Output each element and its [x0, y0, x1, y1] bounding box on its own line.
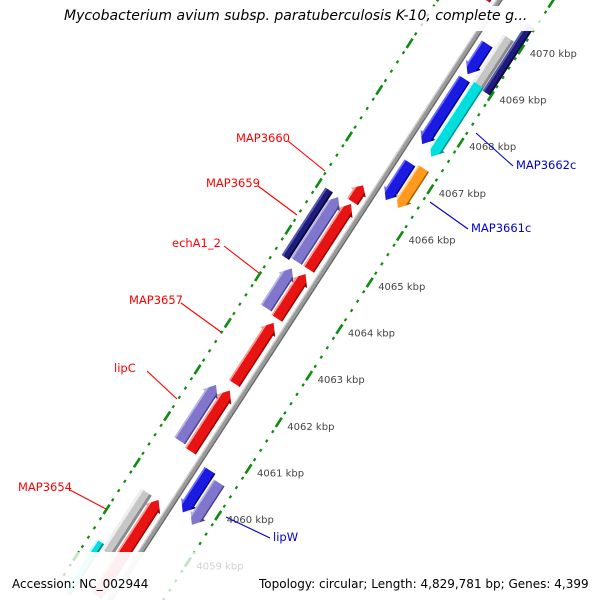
gene-label-MAP3660[interactable]: MAP3660	[236, 131, 326, 172]
label-leader-line	[146, 370, 178, 400]
gene-label-MAP3662c[interactable]: MAP3662c	[475, 132, 576, 172]
gene-MAP3662c[interactable]	[424, 77, 488, 161]
label-leader-line	[287, 140, 326, 172]
gene-label-text[interactable]: MAP3660	[236, 131, 290, 145]
gene-label-MAP3661c[interactable]: MAP3661c	[429, 201, 531, 235]
kbp-label: 4069 kbp	[499, 96, 546, 107]
gene-MAP3662c-cds[interactable]	[415, 74, 472, 149]
gene-label-MAP3659[interactable]: MAP3659	[206, 176, 298, 216]
gene-label-text[interactable]: lipW	[273, 530, 298, 544]
kbp-label: 4063 kbp	[318, 375, 365, 386]
status-band-overlay	[0, 552, 600, 600]
gene-echA1_2[interactable]	[259, 263, 300, 312]
gene-lipW[interactable]	[184, 478, 226, 530]
kbp-label: 4070 kbp	[530, 49, 577, 60]
label-leader-line	[180, 302, 222, 333]
gene-top-navy[interactable]	[482, 23, 534, 96]
ruler-dots	[56, 0, 556, 600]
gene-MAP3654[interactable]	[101, 488, 152, 557]
gene-label-text[interactable]: echA1_2	[172, 236, 221, 250]
gene-label-lipC[interactable]: lipC	[114, 361, 178, 400]
gene-label-echA1_2[interactable]: echA1_2	[172, 236, 260, 274]
topology-text: Topology: circular; Length: 4,829,781 bp…	[259, 577, 589, 591]
kbp-label: 4066 kbp	[409, 235, 456, 246]
kbp-label: 4065 kbp	[378, 282, 425, 293]
label-leader-line	[225, 516, 271, 539]
gene-echA1_2-cds[interactable]	[269, 269, 313, 323]
gene-label-text[interactable]: MAP3661c	[471, 221, 531, 235]
label-leader-line	[429, 201, 469, 230]
gene-label-text[interactable]: MAP3657	[129, 293, 183, 307]
kbp-label: 4061 kbp	[257, 468, 304, 479]
gene-MAP3660[interactable]	[345, 181, 371, 207]
gene-lipC[interactable]	[172, 380, 223, 446]
label-leader-line	[223, 245, 260, 274]
gene-lipC-cds[interactable]	[183, 386, 237, 456]
kbp-label: 4060 kbp	[227, 515, 274, 526]
gene-label-text[interactable]: MAP3662c	[516, 158, 576, 172]
gene-label-lipW[interactable]: lipW	[225, 516, 298, 544]
gene-label-text[interactable]: MAP3659	[206, 176, 260, 190]
gene-cds-top-blue[interactable]	[460, 39, 495, 79]
sequence-title: Mycobacterium avium subsp. paratuberculo…	[64, 8, 528, 24]
gene-label-text[interactable]: lipC	[114, 361, 136, 375]
backbone-line	[96, 0, 532, 600]
label-leader-line	[69, 489, 107, 510]
gene-label-MAP3654[interactable]: MAP3654	[18, 480, 107, 510]
gene-lipW-cds[interactable]	[175, 465, 217, 517]
gene-MAP3659-cds[interactable]	[301, 199, 358, 274]
kbp-label: 4067 kbp	[439, 189, 486, 200]
kbp-label: 4064 kbp	[348, 329, 395, 340]
gene-MAP3659-gene[interactable]	[289, 192, 346, 266]
accession-text: Accession: NC_002944	[12, 577, 149, 591]
gene-MAP3659-misc[interactable]	[281, 187, 333, 260]
label-leader-line	[475, 132, 514, 167]
title-band-overlay	[0, 6, 542, 31]
gene-label-text[interactable]: MAP3654	[18, 480, 72, 494]
gene-MAP3661c[interactable]	[390, 164, 431, 213]
gene-MAP3661c-cds[interactable]	[378, 158, 417, 205]
gene-label-MAP3657[interactable]: MAP3657	[129, 293, 222, 333]
gene-MAP3657[interactable]	[227, 318, 281, 388]
gene-top-silver[interactable]	[472, 34, 514, 89]
kbp-label: 4062 kbp	[287, 422, 334, 433]
label-leader-line	[257, 185, 298, 216]
